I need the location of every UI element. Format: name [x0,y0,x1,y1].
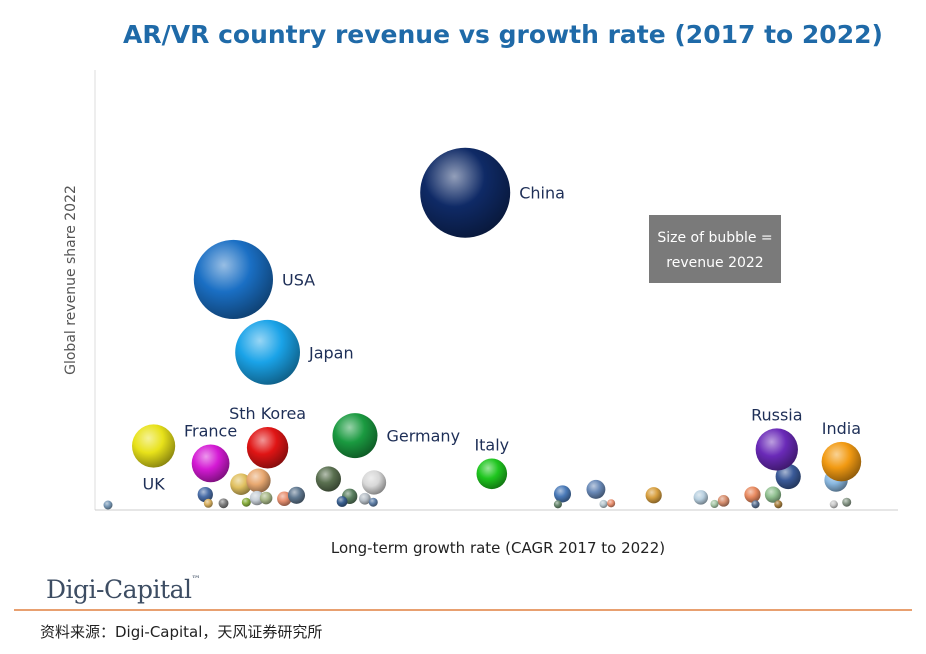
minor-country-bubble [361,470,387,495]
bubble-label-russia: Russia [751,405,802,424]
minor-country-bubble [775,463,801,490]
bubble-label-italy: Italy [474,435,509,454]
bubble-chart: AR/VR country revenue vs growth rate (20… [63,20,898,557]
minor-country-bubble [744,486,761,503]
minor-country-bubble [246,468,271,493]
minor-country-bubble [553,485,572,503]
bubble-label-france: France [184,421,237,440]
minor-country-bubble [645,487,662,504]
bubble-usa [193,239,273,320]
bubble-japan [235,319,300,385]
minor-country-bubble [842,497,852,507]
minor-country-bubble [249,490,265,506]
minor-country-bubble [241,497,251,507]
legend-note-box [649,215,781,283]
minor-country-bubble [259,491,273,505]
minor-country-bubble [717,494,730,507]
bubble-france [191,444,230,483]
minor-country-bubble [287,486,306,504]
chart-title: AR/VR country revenue vs growth rate (20… [123,20,883,49]
y-axis-label: Global revenue share 2022 [63,185,79,375]
bubble-label-japan: Japan [308,343,354,362]
minor-country-bubble [203,498,213,508]
legend-note-line-1: Size of bubble = [657,230,772,246]
minor-country-bubble [607,499,616,508]
trademark-mark: ™ [191,575,200,585]
bubble-sth-korea [246,427,289,469]
bubble-italy [476,458,508,490]
bubble-label-uk: UK [142,475,165,494]
bubble-label-sth-korea: Sth Korea [229,404,306,423]
digi-capital-logo: Digi-Capital™ [46,575,200,604]
minor-country-bubble [693,490,708,505]
minor-country-bubble [197,486,213,503]
bubble-label-usa: USA [282,270,315,289]
legend-note-line-2: revenue 2022 [666,255,763,271]
bubble-china [420,147,511,238]
minor-country-bubble [553,500,562,509]
minor-country-bubble [359,492,371,505]
minor-country-bubble [829,500,838,509]
bubble-germany [332,413,378,459]
minor-country-bubble [230,473,252,495]
divider-line [14,609,912,611]
minor-country-bubble [774,500,783,509]
minor-country-bubble [277,491,292,506]
bubble-label-india: India [822,419,861,438]
minor-country-bubble [764,486,782,503]
minor-country-bubble [751,500,760,509]
legend-note: Size of bubble = revenue 2022 [649,215,781,283]
x-axis-label: Long-term growth rate (CAGR 2017 to 2022… [331,539,665,557]
minor-country-bubble [218,498,229,509]
bubble-india [821,441,862,482]
minor-country-bubble [103,500,113,510]
bubble-uk [132,424,176,468]
bubble-label-germany: Germany [387,427,461,446]
bubble-russia [755,428,798,471]
minor-country-bubble [599,499,608,509]
minor-country-bubble [336,496,348,507]
minor-country-bubble [586,479,606,499]
minor-country-bubble [368,497,378,507]
source-caption: 资料来源：Digi-Capital，天风证券研究所 [40,623,323,641]
minor-country-bubble [315,466,341,492]
bubble-label-china: China [519,184,565,203]
logo-text: Digi-Capital [46,575,192,604]
minor-country-bubble [710,499,719,509]
